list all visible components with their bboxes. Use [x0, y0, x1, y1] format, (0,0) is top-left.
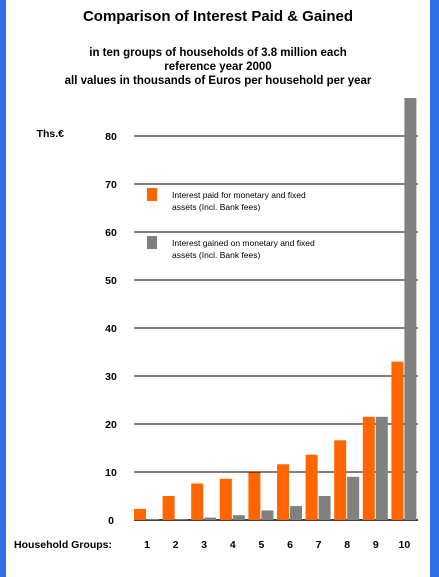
legend-label: Interest gained on monetary and fixed: [172, 238, 315, 248]
bar-chart: Ths.€ Household Groups: 0 10 20 30 40 50 60 70 8…: [14, 98, 418, 551]
bar-paid: [248, 472, 261, 520]
bar-paid: [362, 416, 375, 520]
x-tick-label: 2: [173, 539, 179, 551]
bar-gained: [204, 517, 217, 520]
bar-gained: [232, 515, 245, 520]
x-tick-label: 3: [201, 539, 207, 551]
x-tick-label: 7: [316, 539, 322, 551]
bar-paid: [162, 496, 175, 520]
bar-paid: [191, 483, 204, 520]
y-tick-label: 10: [105, 467, 117, 479]
x-tick-label: 4: [230, 539, 236, 551]
subtitle-line-3: all values in thousands of Euros per hou…: [64, 75, 372, 87]
x-tick-label: 8: [344, 539, 350, 551]
bar-paid: [305, 454, 318, 520]
y-tick-label: 60: [105, 227, 117, 239]
bar-gained: [290, 506, 302, 520]
legend-swatch-gained: [147, 236, 157, 249]
bar-paid: [391, 361, 404, 520]
bar-paid: [277, 464, 289, 520]
bar-gained: [318, 496, 331, 520]
y-tick-label: 40: [105, 323, 117, 335]
x-axis-label: Household Groups:: [14, 539, 112, 551]
x-tick-label: 9: [373, 539, 379, 551]
bar-paid: [219, 478, 232, 520]
legend-swatch-paid: [147, 188, 157, 201]
y-tick-label: 70: [105, 179, 117, 191]
y-tick-label: 0: [108, 515, 114, 527]
x-tick-label: 5: [258, 539, 264, 551]
bar-gained: [347, 476, 360, 520]
bar-gained: [375, 416, 388, 520]
legend-label: Interest paid for monetary and fixed: [172, 190, 306, 200]
y-tick-label: 30: [105, 371, 117, 383]
y-tick-label: 80: [105, 131, 117, 143]
bar-paid: [334, 440, 347, 520]
x-tick-label: 10: [399, 539, 411, 551]
chart-panel: Comparison of Interest Paid & Gained in …: [6, 0, 430, 577]
legend-label: assets (Incl. Bank fees): [172, 202, 261, 212]
x-tick-label: 6: [287, 539, 293, 551]
bar-gained: [261, 510, 274, 520]
y-axis-unit-label: Ths.€: [37, 128, 65, 140]
chart-subtitle: in ten groups of households of 3.8 milli…: [6, 46, 430, 88]
bar-gained: [404, 98, 417, 520]
y-tick-label: 50: [105, 275, 117, 287]
legend-label: assets (Incl. Bank fees): [172, 250, 261, 260]
chart-title: Comparison of Interest Paid & Gained: [82, 8, 354, 25]
x-tick-label: 1: [144, 539, 150, 551]
subtitle-line-2: reference year 2000: [164, 61, 272, 73]
bar-paid: [134, 508, 146, 520]
y-tick-label: 20: [105, 419, 117, 431]
subtitle-line-1: in ten groups of households of 3.8 milli…: [89, 47, 347, 59]
